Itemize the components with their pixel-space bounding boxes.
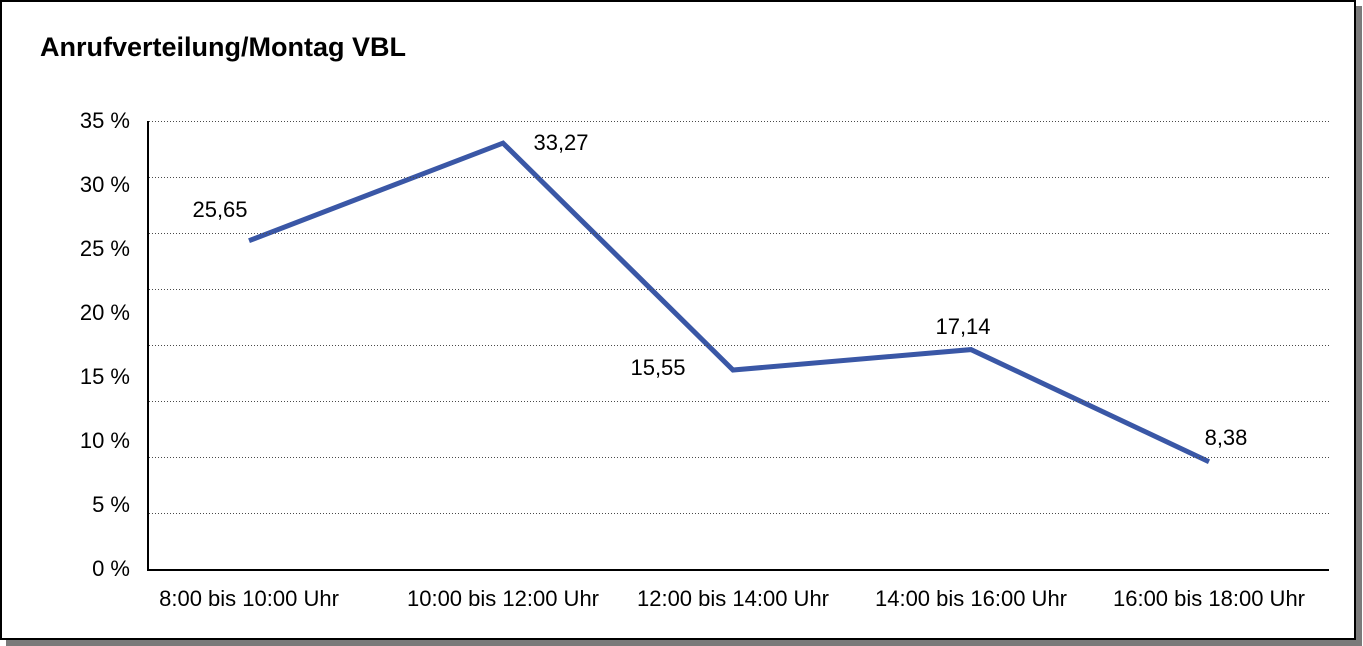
x-category-label: 12:00 bis 14:00 Uhr [636, 586, 830, 611]
data-point-label: 15,55 [630, 354, 686, 380]
line-series-svg [248, 140, 1211, 464]
data-point-label: 8,38 [1204, 424, 1248, 450]
y-tick-label: 5 % [92, 492, 130, 517]
y-tick-label: 0 % [92, 556, 130, 581]
data-line [248, 140, 1211, 464]
chart-title: Anrufverteilung/Montag VBL [40, 32, 406, 62]
y-tick-label: 25 % [79, 236, 130, 261]
y-tick-label: 10 % [79, 428, 130, 453]
y-tick-label: 35 % [79, 108, 130, 133]
plot-area [147, 121, 1329, 571]
gridline [149, 289, 1329, 290]
gridline [149, 121, 1329, 122]
gridline [149, 177, 1329, 178]
gridline [149, 513, 1329, 514]
x-category-label: 16:00 bis 18:00 Uhr [1112, 586, 1306, 611]
gridline [149, 401, 1329, 402]
x-category-label: 8:00 bis 10:00 Uhr [159, 586, 339, 611]
y-tick-label: 30 % [79, 172, 130, 197]
gridline [149, 345, 1329, 346]
data-point-label: 17,14 [935, 313, 991, 339]
gridline [149, 457, 1329, 458]
y-tick-label: 20 % [79, 300, 130, 325]
x-category-label: 10:00 bis 12:00 Uhr [406, 586, 600, 611]
data-point-label: 25,65 [192, 196, 248, 222]
data-point-label: 33,27 [533, 130, 589, 156]
gridline [149, 233, 1329, 234]
x-category-label: 14:00 bis 16:00 Uhr [874, 586, 1068, 611]
y-tick-label: 15 % [79, 364, 130, 389]
